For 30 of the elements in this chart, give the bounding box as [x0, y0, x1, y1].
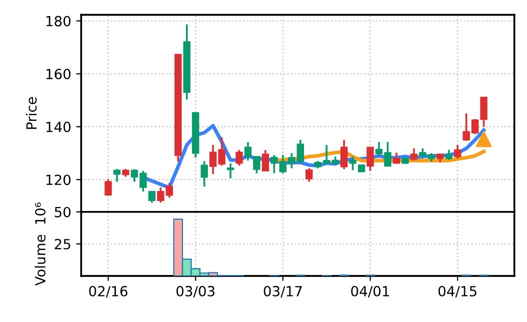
candlestick [445, 149, 452, 161]
y-tick-label: 25 [54, 238, 70, 250]
x-tick-label: 03/03 [176, 286, 214, 298]
y-axis-title: Price [26, 97, 37, 129]
y-tick-label: 160 [46, 68, 71, 80]
candlestick [236, 149, 243, 166]
y-tick-label: 50 [54, 206, 71, 218]
candlestick [148, 190, 156, 204]
x-tick-label: 02/16 [89, 286, 128, 298]
x-tick-label: 04/15 [438, 286, 476, 298]
candlestick [454, 144, 462, 160]
candlestick [104, 178, 112, 196]
candlestick [113, 168, 121, 183]
candlestick [392, 152, 400, 164]
candlestick [200, 160, 208, 188]
candlestick [366, 146, 374, 172]
candlestick [349, 156, 356, 171]
candlestick [166, 182, 173, 198]
candlestick [157, 186, 164, 204]
candlestick [226, 162, 234, 180]
y-tick-label: 140 [46, 122, 71, 132]
y-axis-title: Volume 10⁶ [34, 202, 46, 286]
x-tick-label: 03/17 [264, 286, 302, 298]
candlestick [305, 167, 313, 183]
candlestick [410, 147, 418, 162]
x-tick-label: 04/01 [351, 286, 389, 298]
candlestick [340, 139, 348, 170]
y-tick-label: 180 [46, 16, 71, 26]
candlestick [262, 149, 270, 172]
y-tick-label: 120 [46, 174, 71, 186]
